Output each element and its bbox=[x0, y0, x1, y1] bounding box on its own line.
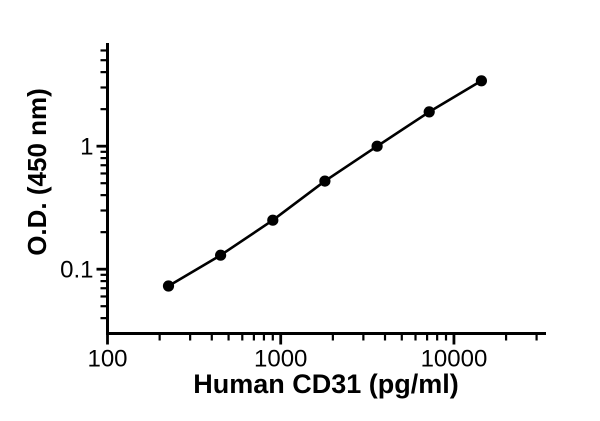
data-point bbox=[162, 280, 175, 292]
y-tick-label: 1 bbox=[80, 134, 93, 161]
x-axis-title: Human CD31 (pg/ml) bbox=[193, 369, 459, 399]
x-tick-label: 10000 bbox=[421, 346, 488, 373]
data-point bbox=[475, 75, 487, 87]
data-point bbox=[267, 214, 279, 226]
y-tick-label: 0.1 bbox=[60, 257, 93, 284]
x-tick-label: 100 bbox=[87, 346, 127, 373]
data-point bbox=[319, 175, 331, 187]
data-point bbox=[215, 249, 227, 261]
plot-area: 100 1000 10000 1 0.1 bbox=[60, 43, 546, 373]
x-tick-label: 1000 bbox=[254, 346, 307, 373]
data-point bbox=[371, 140, 383, 152]
data-point bbox=[423, 106, 435, 118]
y-axis-title: O.D. (450 nm) bbox=[22, 88, 52, 256]
